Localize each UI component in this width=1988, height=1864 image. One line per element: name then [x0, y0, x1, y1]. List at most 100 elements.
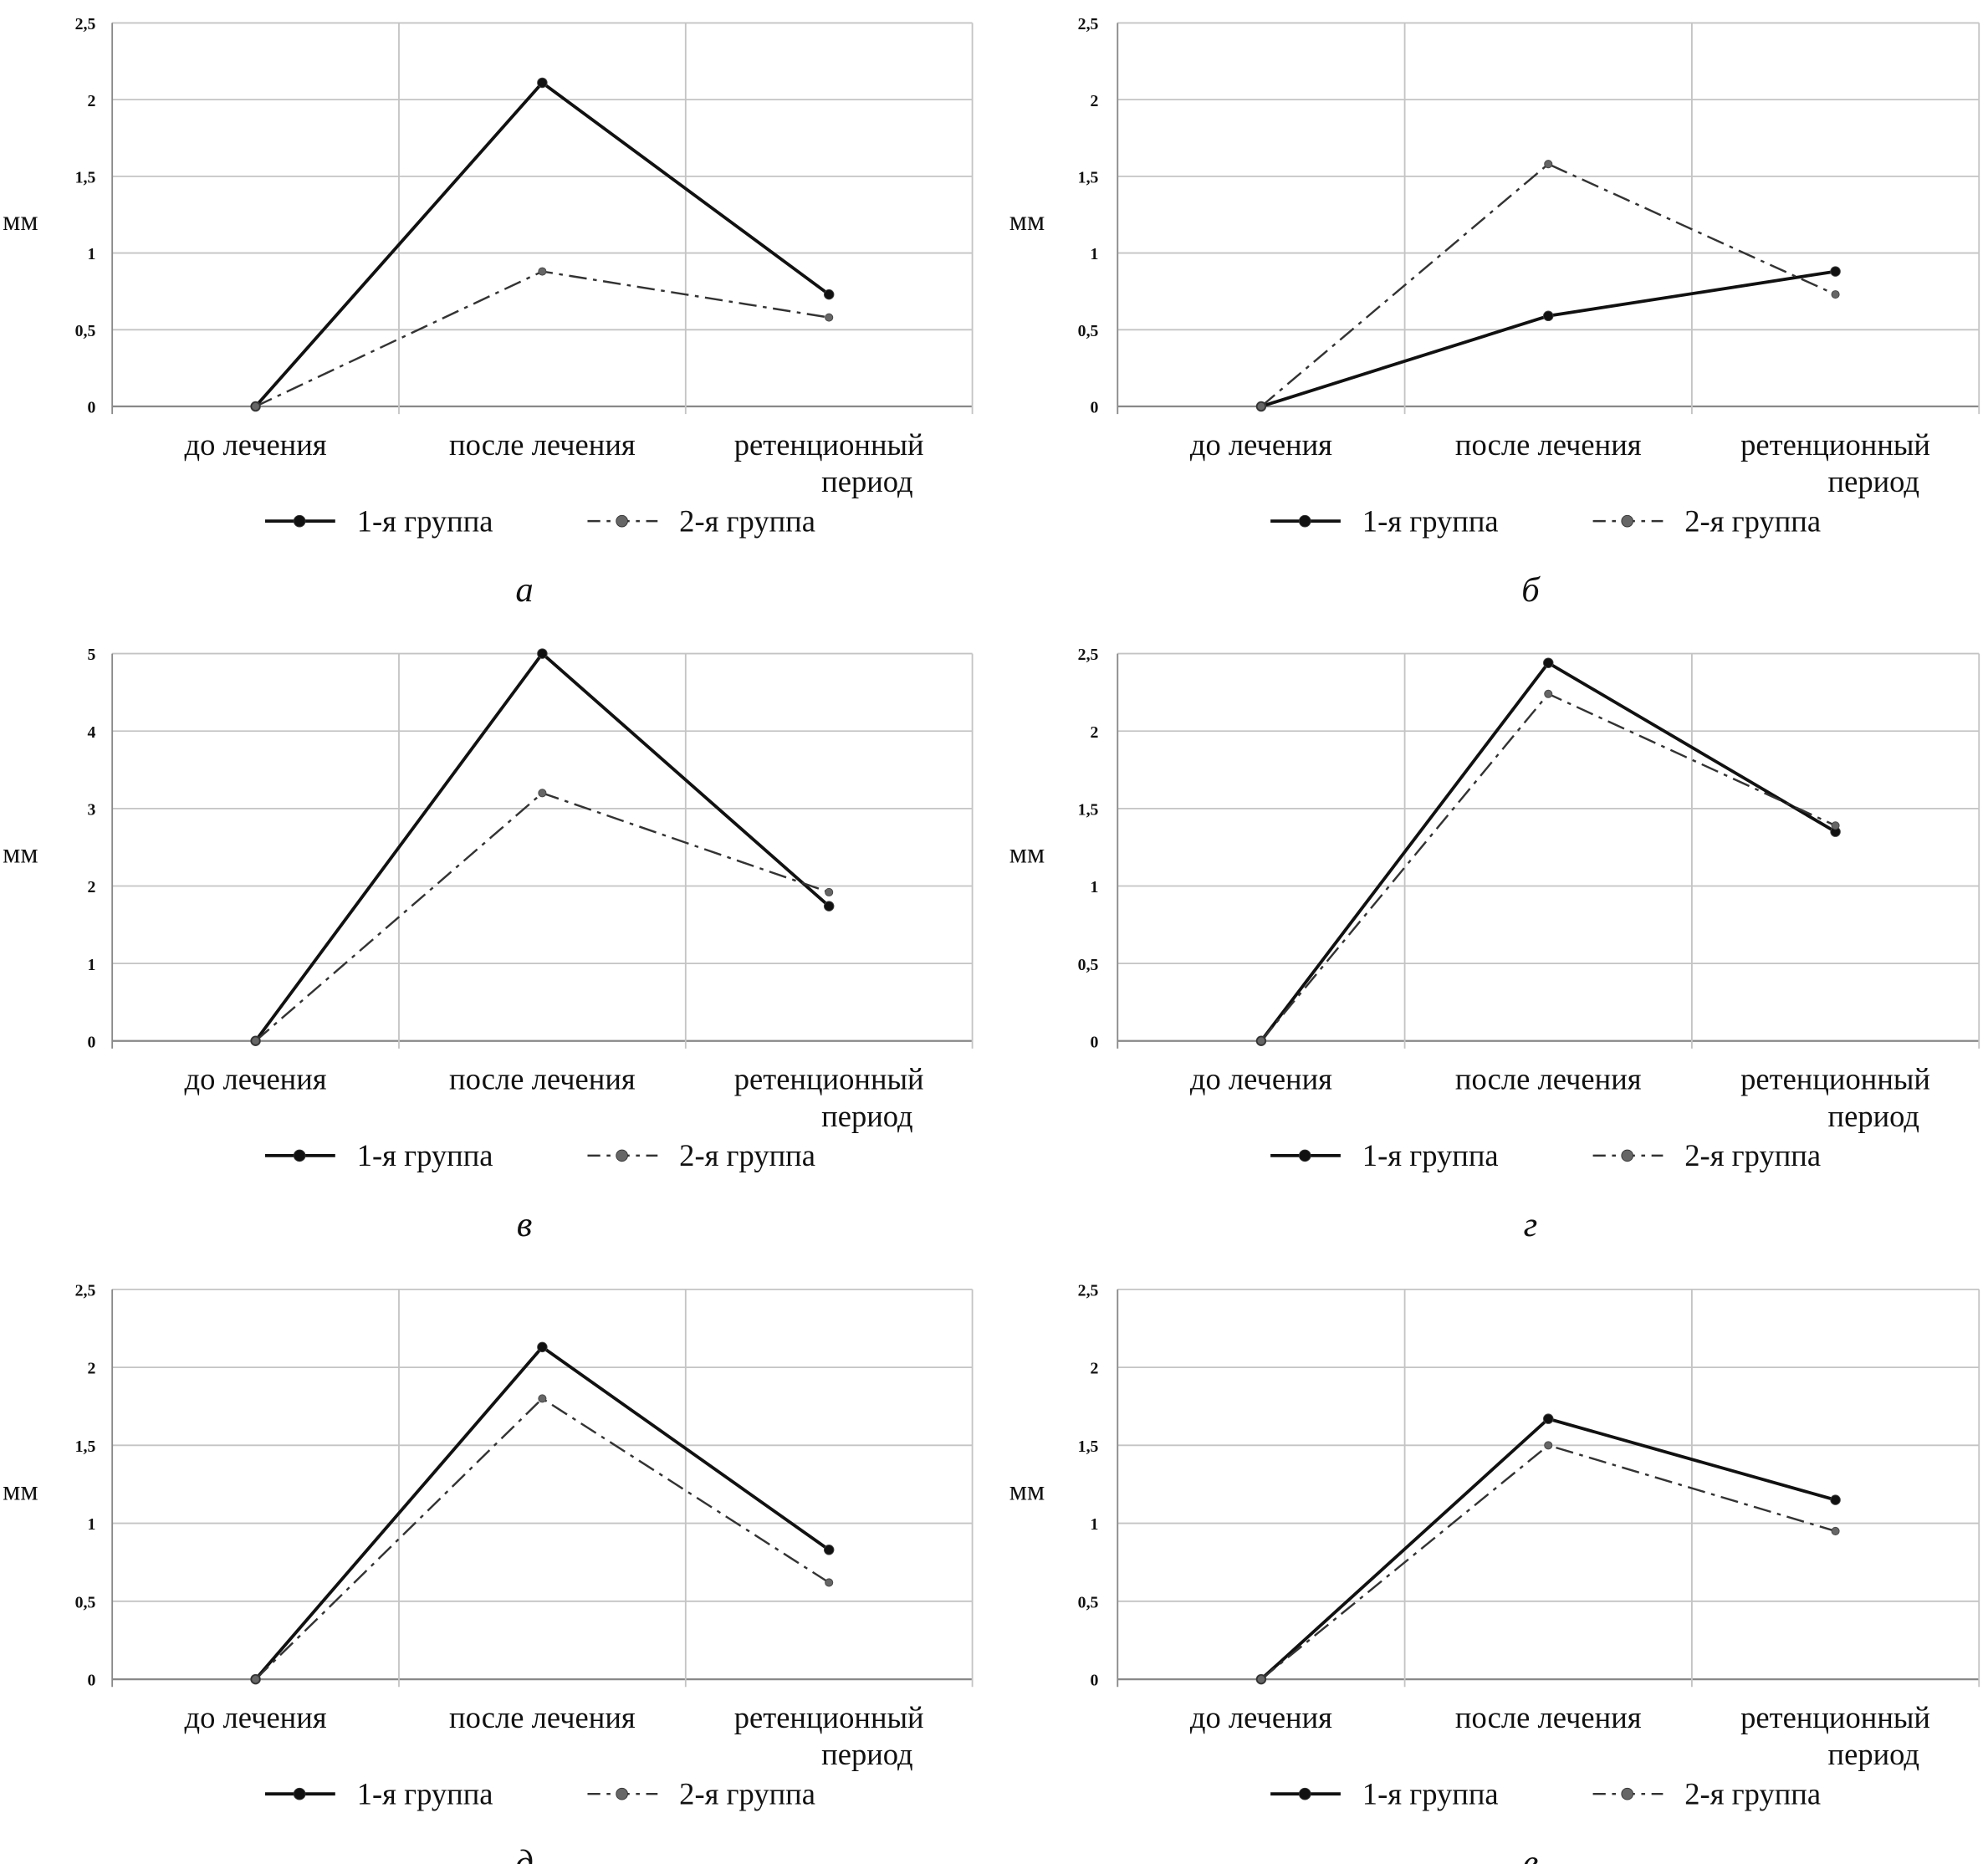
data-point: [825, 313, 834, 322]
series-line-2: [1260, 692, 1837, 1042]
series-line-2: [255, 270, 830, 408]
x-tick-label-line: ретенционный: [734, 1062, 924, 1096]
x-tick-label-line: период: [821, 1099, 912, 1133]
y-tick-label: 1,5: [1078, 168, 1099, 186]
y-tick-label: 2,5: [1078, 15, 1099, 33]
data-point: [251, 1675, 260, 1684]
y-tick-label: 1,5: [75, 1438, 96, 1456]
x-tick-label: до лечения: [185, 1062, 327, 1096]
series-line-2: [1260, 162, 1837, 407]
legend-marker: [1621, 514, 1634, 528]
x-tick-label-line: период: [1828, 1099, 1919, 1133]
legend-marker: [1298, 1787, 1311, 1800]
panel-letter: а: [515, 570, 533, 610]
data-point: [1543, 1413, 1554, 1424]
data-point: [538, 789, 547, 798]
y-tick-label: 0: [87, 399, 95, 417]
y-tick-label: 2,5: [75, 1281, 96, 1300]
legend-label: 2-я группа: [679, 1138, 815, 1172]
x-tick-label: до лечения: [1190, 1062, 1332, 1096]
x-tick-label: ретенционный период: [734, 1062, 924, 1133]
x-tick-label: после лечения: [1455, 1062, 1642, 1096]
x-tick-label-line: ретенционный: [1740, 1700, 1930, 1734]
chart-panel-б: 0 0,5 1 1,5 2 2,5 мм до лечения после лечения рет…: [1009, 15, 1980, 610]
y-tick-label: 2,5: [1078, 1281, 1099, 1300]
data-point: [1830, 266, 1841, 277]
y-tick-label: 2: [87, 878, 95, 896]
data-point: [1544, 1441, 1553, 1450]
y-tick-label: 0: [87, 1033, 95, 1051]
y-axis-label: мм: [3, 206, 38, 237]
y-tick-label: 2: [87, 92, 95, 110]
x-tick-label: до лечения: [1190, 1700, 1332, 1734]
legend-marker: [1298, 514, 1311, 528]
panel-letter: в: [517, 1205, 533, 1244]
x-tick-label: после лечения: [1455, 427, 1642, 462]
y-axis-label: мм: [3, 838, 38, 869]
y-axis-label: мм: [3, 1475, 38, 1506]
data-point: [823, 1545, 835, 1555]
series-line-1: [1260, 661, 1837, 1042]
series-line-1: [1260, 269, 1836, 408]
legend-label: 1-я группа: [357, 1776, 493, 1810]
y-axis-label: мм: [1009, 838, 1045, 869]
data-point: [1543, 310, 1554, 322]
data-point: [251, 1036, 260, 1045]
legend-marker: [1298, 1149, 1311, 1162]
x-tick-label-line: ретенционный: [734, 427, 924, 462]
y-tick-label: 1: [1091, 1515, 1099, 1534]
data-point: [538, 267, 547, 276]
panel-letter: б: [1521, 570, 1541, 610]
legend: 1-я группа 2-я группа: [1270, 1776, 1821, 1810]
series-line-1: [254, 80, 830, 408]
y-tick-label: 0,5: [1078, 322, 1099, 340]
data-point: [823, 289, 835, 300]
data-point: [1256, 1036, 1265, 1045]
x-tick-label-line: ретенционный: [1740, 1062, 1930, 1096]
legend-label: 2-я группа: [1684, 503, 1821, 538]
x-tick-label: до лечения: [185, 427, 327, 462]
legend: 1-я группа 2-я группа: [265, 1776, 815, 1810]
y-tick-label: 1,5: [1078, 800, 1099, 819]
data-point: [537, 1341, 548, 1353]
x-tick-label: ретенционный период: [734, 1700, 924, 1771]
y-tick-label: 2: [87, 1360, 95, 1378]
y-tick-label: 1: [1091, 878, 1099, 896]
legend-label: 1-я группа: [1362, 1138, 1499, 1172]
legend-label: 1-я группа: [357, 503, 493, 538]
y-tick-label: 0: [87, 1672, 95, 1690]
y-tick-label: 0: [1091, 1672, 1099, 1690]
legend: 1-я группа 2-я группа: [265, 1138, 815, 1172]
x-tick-label: после лечения: [1455, 1700, 1642, 1734]
legend-label: 1-я группа: [357, 1138, 493, 1172]
legend-marker: [1621, 1149, 1634, 1162]
y-tick-label: 1: [87, 245, 95, 263]
legend-label: 2-я группа: [1684, 1776, 1821, 1810]
y-tick-label: 1: [87, 956, 95, 974]
legend: 1-я группа 2-я группа: [265, 503, 815, 538]
legend-marker: [293, 1149, 306, 1162]
y-tick-label: 2: [1091, 92, 1099, 110]
legend-marker: [616, 514, 628, 528]
series-line-2: [254, 1397, 830, 1680]
y-tick-label: 4: [87, 723, 95, 742]
data-point: [1256, 401, 1265, 411]
data-point: [1544, 160, 1553, 169]
legend-marker: [616, 1787, 628, 1800]
data-point: [251, 401, 260, 411]
series-line-1: [1260, 1417, 1837, 1681]
y-tick-label: 2,5: [75, 15, 96, 33]
y-tick-label: 2: [1091, 723, 1099, 742]
x-tick-label-line: ретенционный: [734, 1700, 924, 1734]
y-axis-label: мм: [1009, 1475, 1045, 1506]
y-tick-label: 0: [1091, 1033, 1099, 1051]
legend-marker: [293, 1787, 306, 1800]
y-tick-label: 1: [87, 1515, 95, 1534]
y-tick-label: 2: [1091, 1360, 1099, 1378]
y-tick-label: 0,5: [1078, 956, 1099, 974]
y-tick-label: 0,5: [75, 322, 96, 340]
y-tick-label: 0,5: [75, 1593, 96, 1611]
chart-panel-а: 0 0,5 1 1,5 2 2,5 мм до лечения после лечения рет…: [3, 15, 974, 610]
data-point: [537, 648, 548, 659]
